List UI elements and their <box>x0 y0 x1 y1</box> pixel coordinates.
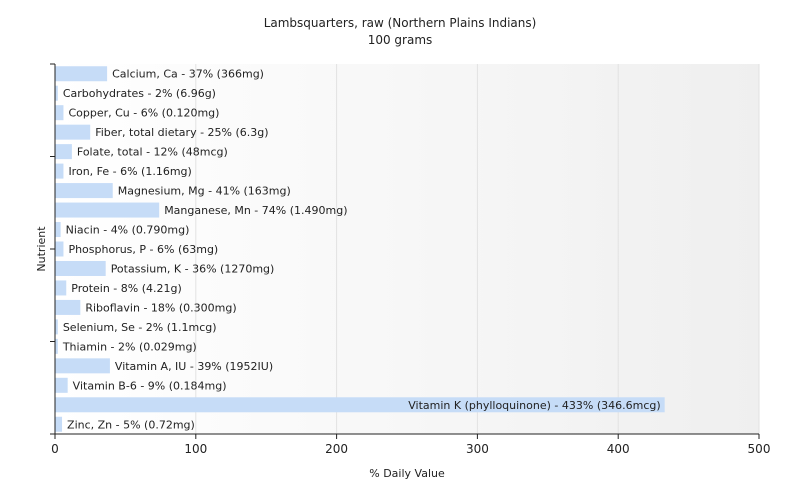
bar <box>55 260 106 276</box>
bar <box>55 416 63 432</box>
bar-label: Niacin - 4% (0.790mg) <box>66 224 190 237</box>
bar-label: Potassium, K - 36% (1270mg) <box>111 262 275 275</box>
x-tick-label: 200 <box>325 442 348 456</box>
bar-label: Iron, Fe - 6% (1.16mg) <box>68 165 191 178</box>
bar <box>55 124 91 140</box>
x-tick-label: 500 <box>748 442 771 456</box>
axes <box>50 63 760 439</box>
bar-label: Manganese, Mn - 74% (1.490mg) <box>164 204 347 217</box>
plot-area <box>55 64 759 434</box>
x-tick-label: 300 <box>466 442 489 456</box>
bar-label: Vitamin B-6 - 9% (0.184mg) <box>73 379 227 392</box>
bar-label: Folate, total - 12% (48mcg) <box>77 146 228 159</box>
bar-label: Riboflavin - 18% (0.300mg) <box>85 301 236 314</box>
bar <box>55 241 64 257</box>
grid-lines <box>195 64 760 434</box>
bars <box>55 66 665 432</box>
bar <box>55 358 110 374</box>
bar <box>55 397 665 413</box>
bar-label: Vitamin K (phylloquinone) - 433% (346.6m… <box>408 399 660 412</box>
chart-title: Lambsquarters, raw (Northern Plains Indi… <box>264 16 537 30</box>
y-axis-title: Nutrient <box>35 226 48 272</box>
bar-label: Carbohydrates - 2% (6.96g) <box>63 87 216 100</box>
bar-label: Thiamin - 2% (0.029mg) <box>62 340 197 353</box>
x-tick-label: 400 <box>607 442 630 456</box>
bar-label: Magnesium, Mg - 41% (163mg) <box>118 185 291 198</box>
bar <box>55 85 58 101</box>
bar <box>55 280 67 296</box>
bar-label: Vitamin A, IU - 39% (1952IU) <box>115 360 273 373</box>
bar-label: Protein - 8% (4.21g) <box>71 282 182 295</box>
x-tick-label: 0 <box>51 442 59 456</box>
bar <box>55 105 64 121</box>
chart-subtitle: 100 grams <box>368 33 433 47</box>
bar <box>55 163 64 179</box>
bar <box>55 66 108 82</box>
bar-label: Fiber, total dietary - 25% (6.3g) <box>95 126 268 139</box>
bar-label: Selenium, Se - 2% (1.1mcg) <box>63 321 217 334</box>
x-tick-label: 100 <box>184 442 207 456</box>
bar-label: Phosphorus, P - 6% (63mg) <box>68 243 218 256</box>
bar-label: Copper, Cu - 6% (0.120mg) <box>68 107 219 120</box>
bar-label: Calcium, Ca - 37% (366mg) <box>112 68 264 81</box>
bar <box>55 202 160 218</box>
bar <box>55 319 58 335</box>
bar <box>55 338 58 354</box>
x-axis-title: % Daily Value <box>369 467 445 480</box>
bar-label: Zinc, Zn - 5% (0.72mg) <box>67 418 195 431</box>
x-tick-labels: 0 100 200 300 400 500 <box>51 442 770 456</box>
bar <box>55 299 81 315</box>
bar <box>55 144 72 160</box>
bar <box>55 377 68 393</box>
bar-labels: Calcium, Ca - 37% (366mg) Carbohydrates -… <box>62 68 661 432</box>
bar <box>55 222 61 238</box>
bar <box>55 183 113 199</box>
